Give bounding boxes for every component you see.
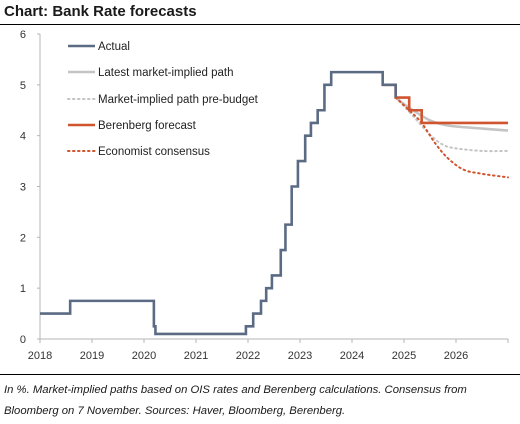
x-tick-label: 2022 xyxy=(236,350,260,362)
y-tick-label: 1 xyxy=(20,283,26,295)
bank-rate-chart: 0 1 2 3 4 5 6 2018 2019 2020 2021 2022 2023 2024 2025 2… xyxy=(20,29,509,362)
x-tick-label: 2026 xyxy=(444,350,468,362)
chart-legend: Actual Latest market-implied path Market-i… xyxy=(67,41,259,158)
footnote-divider xyxy=(0,374,520,375)
x-tick-label: 2025 xyxy=(392,350,416,362)
series-line-latest-market-implied-path xyxy=(394,96,509,132)
series-lines xyxy=(40,70,509,336)
y-tick-label: 4 xyxy=(20,131,26,143)
legend-label: Berenberg forecast xyxy=(98,120,197,132)
chart-footnote: In %. Market-implied paths based on OIS … xyxy=(4,384,467,417)
title-divider xyxy=(0,24,520,25)
tick-labels: 0 1 2 3 4 5 6 2018 2019 2020 2021 2022 2023 2024 2025 2… xyxy=(20,29,468,362)
x-tick-label: 2020 xyxy=(132,350,156,362)
legend-label: Market-implied path pre-budget xyxy=(98,94,259,106)
x-tick-label: 2019 xyxy=(80,350,104,362)
legend-label: Latest market-implied path xyxy=(98,67,234,79)
y-tick-label: 2 xyxy=(20,232,26,244)
chart-axes xyxy=(37,33,509,343)
legend-label: Economist consensus xyxy=(98,146,210,158)
y-tick-label: 6 xyxy=(20,29,26,41)
series-line-actual xyxy=(40,70,397,336)
x-tick-label: 2024 xyxy=(340,350,364,362)
y-tick-label: 5 xyxy=(20,80,26,92)
chart-title: Chart: Bank Rate forecasts xyxy=(4,3,197,20)
y-tick-label: 0 xyxy=(20,334,26,346)
series-line-market-implied-path-pre-budget xyxy=(394,96,509,153)
x-tick-label: 2023 xyxy=(288,350,312,362)
y-tick-label: 3 xyxy=(20,182,26,194)
x-tick-label: 2018 xyxy=(28,350,52,362)
x-tick-label: 2021 xyxy=(184,350,208,362)
legend-label: Actual xyxy=(98,41,130,53)
